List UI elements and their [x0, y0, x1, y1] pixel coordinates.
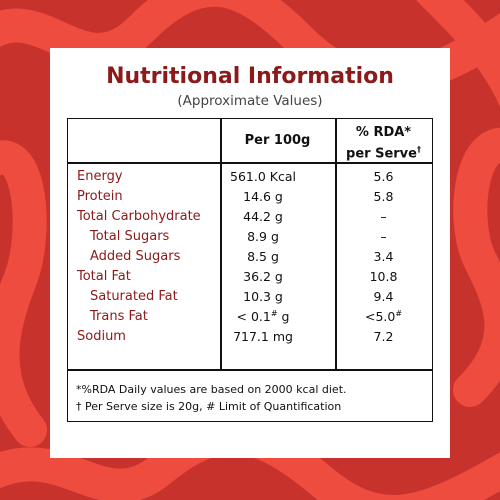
rda: <5.0#	[335, 309, 432, 324]
row-divider	[68, 162, 432, 164]
row-label: Energy	[77, 169, 123, 184]
footnote: *%RDA Daily values are based on 2000 kca…	[76, 383, 347, 396]
cell-text: 14.6 g	[243, 189, 283, 204]
cell-text: 8.9 g	[247, 229, 279, 244]
row-divider	[68, 369, 432, 371]
superscript: #	[270, 309, 278, 318]
column-header: % RDA* per Serve†	[335, 124, 432, 162]
table: Per 100g % RDA* per Serve† Energy 561.0 K…	[67, 118, 433, 422]
per-100g: 8.5 g	[203, 249, 323, 264]
superscript: †	[416, 145, 421, 154]
row-label: Total Sugars	[90, 229, 170, 244]
subtitle: (Approximate Values)	[177, 93, 323, 109]
title: Nutritional Information	[106, 64, 394, 89]
per-100g: 8.9 g	[203, 229, 323, 244]
cell-text: 10.8	[369, 269, 398, 284]
cell-text: 3.4	[373, 249, 394, 264]
cell-text: 5.6	[373, 169, 394, 184]
rda: 5.6	[335, 169, 432, 184]
row-label: Total Fat	[77, 269, 131, 284]
row-label: Sodium	[77, 329, 126, 344]
column-divider	[220, 119, 222, 369]
per-100g: < 0.1# g	[203, 309, 323, 324]
card	[50, 48, 450, 458]
cell-text: 561.0 Kcal	[230, 169, 296, 184]
per-100g: 717.1 mg	[203, 329, 323, 344]
cell-text: <5.0	[364, 309, 396, 325]
rda: 10.8	[335, 269, 432, 284]
cell-text: g	[277, 309, 290, 325]
per-100g: 36.2 g	[203, 269, 323, 284]
rda: 9.4	[335, 289, 432, 304]
superscript: #	[395, 309, 403, 318]
per-100g: 14.6 g	[203, 189, 323, 204]
per-100g: 10.3 g	[203, 289, 323, 304]
cell-text: 10.3 g	[243, 289, 283, 304]
header-line: per Serve	[346, 146, 417, 162]
row-label: Total Carbohydrate	[77, 209, 201, 224]
cell-text: 5.8	[373, 189, 394, 204]
row-label: Saturated Fat	[90, 289, 178, 304]
rda: 7.2	[335, 329, 432, 344]
cell-text: 7.2	[373, 329, 394, 344]
cell-text: 9.4	[373, 289, 394, 304]
column-header: Per 100g	[244, 133, 311, 148]
per-100g: 561.0 Kcal	[203, 169, 323, 184]
row-label: Trans Fat	[90, 309, 148, 324]
cell-text: 36.2 g	[243, 269, 283, 284]
cell-text: 717.1 mg	[233, 329, 293, 344]
footnote: † Per Serve size is 20g, # Limit of Quan…	[76, 400, 342, 413]
rda: 5.8	[335, 189, 432, 204]
column-divider	[335, 119, 337, 369]
row-label: Protein	[77, 189, 123, 204]
cell-text: –	[380, 209, 387, 224]
header-line: % RDA*	[355, 125, 412, 140]
rda: 3.4	[335, 249, 432, 264]
cell-text: –	[380, 229, 387, 244]
rda: –	[335, 209, 432, 224]
cell-text: < 0.1	[236, 309, 271, 325]
rda: –	[335, 229, 432, 244]
cell-text: 44.2 g	[243, 209, 283, 224]
per-100g: 44.2 g	[203, 209, 323, 224]
row-label: Added Sugars	[90, 249, 181, 264]
cell-text: 8.5 g	[247, 249, 279, 264]
